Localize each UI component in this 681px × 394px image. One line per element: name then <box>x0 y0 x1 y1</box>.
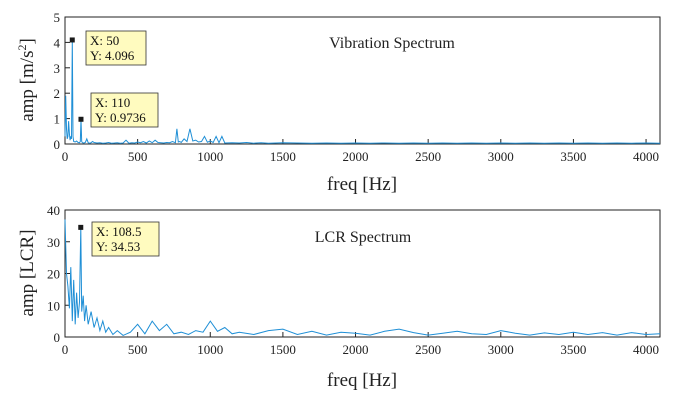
datatip-y-text: Y: 0.9736 <box>95 110 146 125</box>
vibration-series-line <box>64 39 661 144</box>
datatip-y-text: Y: 4.096 <box>90 48 135 63</box>
lcr-chart-title: LCR Spectrum <box>315 229 412 246</box>
vibration-x-axis-label: freq [Hz] <box>327 174 397 195</box>
datatip-x-text: X: 108.5 <box>96 224 142 239</box>
x-tick-label: 4000 <box>633 342 659 357</box>
x-tick-label: 2000 <box>343 149 369 164</box>
x-tick-label: 500 <box>128 149 148 164</box>
lcr-y-ticks: 0 10 20 30 40 <box>47 203 70 345</box>
x-tick-label: 2500 <box>415 342 441 357</box>
x-tick-label: 3000 <box>488 149 514 164</box>
x-tick-label: 3500 <box>560 342 586 357</box>
vibration-chart: 0 500 1000 1500 2000 2500 3000 3500 4000 012345 … <box>15 10 661 195</box>
datatip-box <box>90 92 159 128</box>
datatip-marker <box>78 116 84 122</box>
y-tick-label: 30 <box>47 235 60 250</box>
vibration-x-ticks: 0 500 1000 1500 2000 2500 3000 3500 4000 <box>62 139 659 164</box>
lcr-x-axis-label: freq [Hz] <box>327 370 397 391</box>
y-tick-label: 0 <box>54 330 61 345</box>
x-tick-label: 1000 <box>197 149 223 164</box>
y-tick-label: 10 <box>47 298 60 313</box>
x-tick-label: 4000 <box>633 149 659 164</box>
vibration-y-axis-label: amp [m/s2] <box>15 38 38 122</box>
datatip-box <box>91 221 160 257</box>
x-tick-label: 2000 <box>343 342 369 357</box>
y-tick-label: 20 <box>47 267 60 282</box>
x-tick-label: 500 <box>128 342 148 357</box>
lcr-x-ticks: 0 500 1000 1500 2000 2500 3000 3500 4000 <box>62 332 659 357</box>
y-tick-label: 1 <box>54 112 61 127</box>
x-tick-label: 1500 <box>270 149 296 164</box>
x-tick-label: 2500 <box>415 149 441 164</box>
datatip-x-text: X: 110 <box>95 95 130 110</box>
y-tick-label: 5 <box>54 10 61 25</box>
y-tick-label: 40 <box>47 203 60 218</box>
lcr-series-line <box>64 219 661 336</box>
x-tick-label: 0 <box>62 342 69 357</box>
y-tick-label: 4 <box>54 35 61 50</box>
lcr-y-axis-label: amp [LCR] <box>17 229 38 316</box>
datatip-box <box>85 30 147 66</box>
x-tick-label: 3000 <box>488 342 514 357</box>
vibration-chart-title: Vibration Spectrum <box>329 35 455 52</box>
vibration-y-ticks: 0 1 2 3 4 5 <box>54 10 70 152</box>
x-tick-label: 0 <box>62 149 69 164</box>
lcr-chart: 0 500 1000 1500 2000 2500 3000 3500 4000 0 10 20 30… <box>17 203 661 391</box>
lcr-datatip-1[interactable]: X: 108.5 Y: 34.53 <box>78 221 160 257</box>
x-tick-label: 1500 <box>270 342 296 357</box>
x-tick-label: 3500 <box>560 149 586 164</box>
vibration-datatip-1[interactable]: X: 50 Y: 4.096 <box>69 30 147 66</box>
vibration-plot-area <box>64 16 661 145</box>
vibration-datatip-2[interactable]: X: 110 Y: 0.9736 <box>78 92 159 128</box>
x-tick-label: 1000 <box>197 342 223 357</box>
datatip-marker <box>69 37 75 43</box>
y-tick-label: 3 <box>54 61 61 76</box>
y-tick-label: 2 <box>54 86 61 101</box>
y-tick-label: 0 <box>54 137 61 152</box>
datatip-x-text: X: 50 <box>90 33 119 48</box>
datatip-y-text: Y: 34.53 <box>96 239 140 254</box>
lcr-plot-area <box>64 209 661 338</box>
datatip-marker <box>78 224 84 230</box>
